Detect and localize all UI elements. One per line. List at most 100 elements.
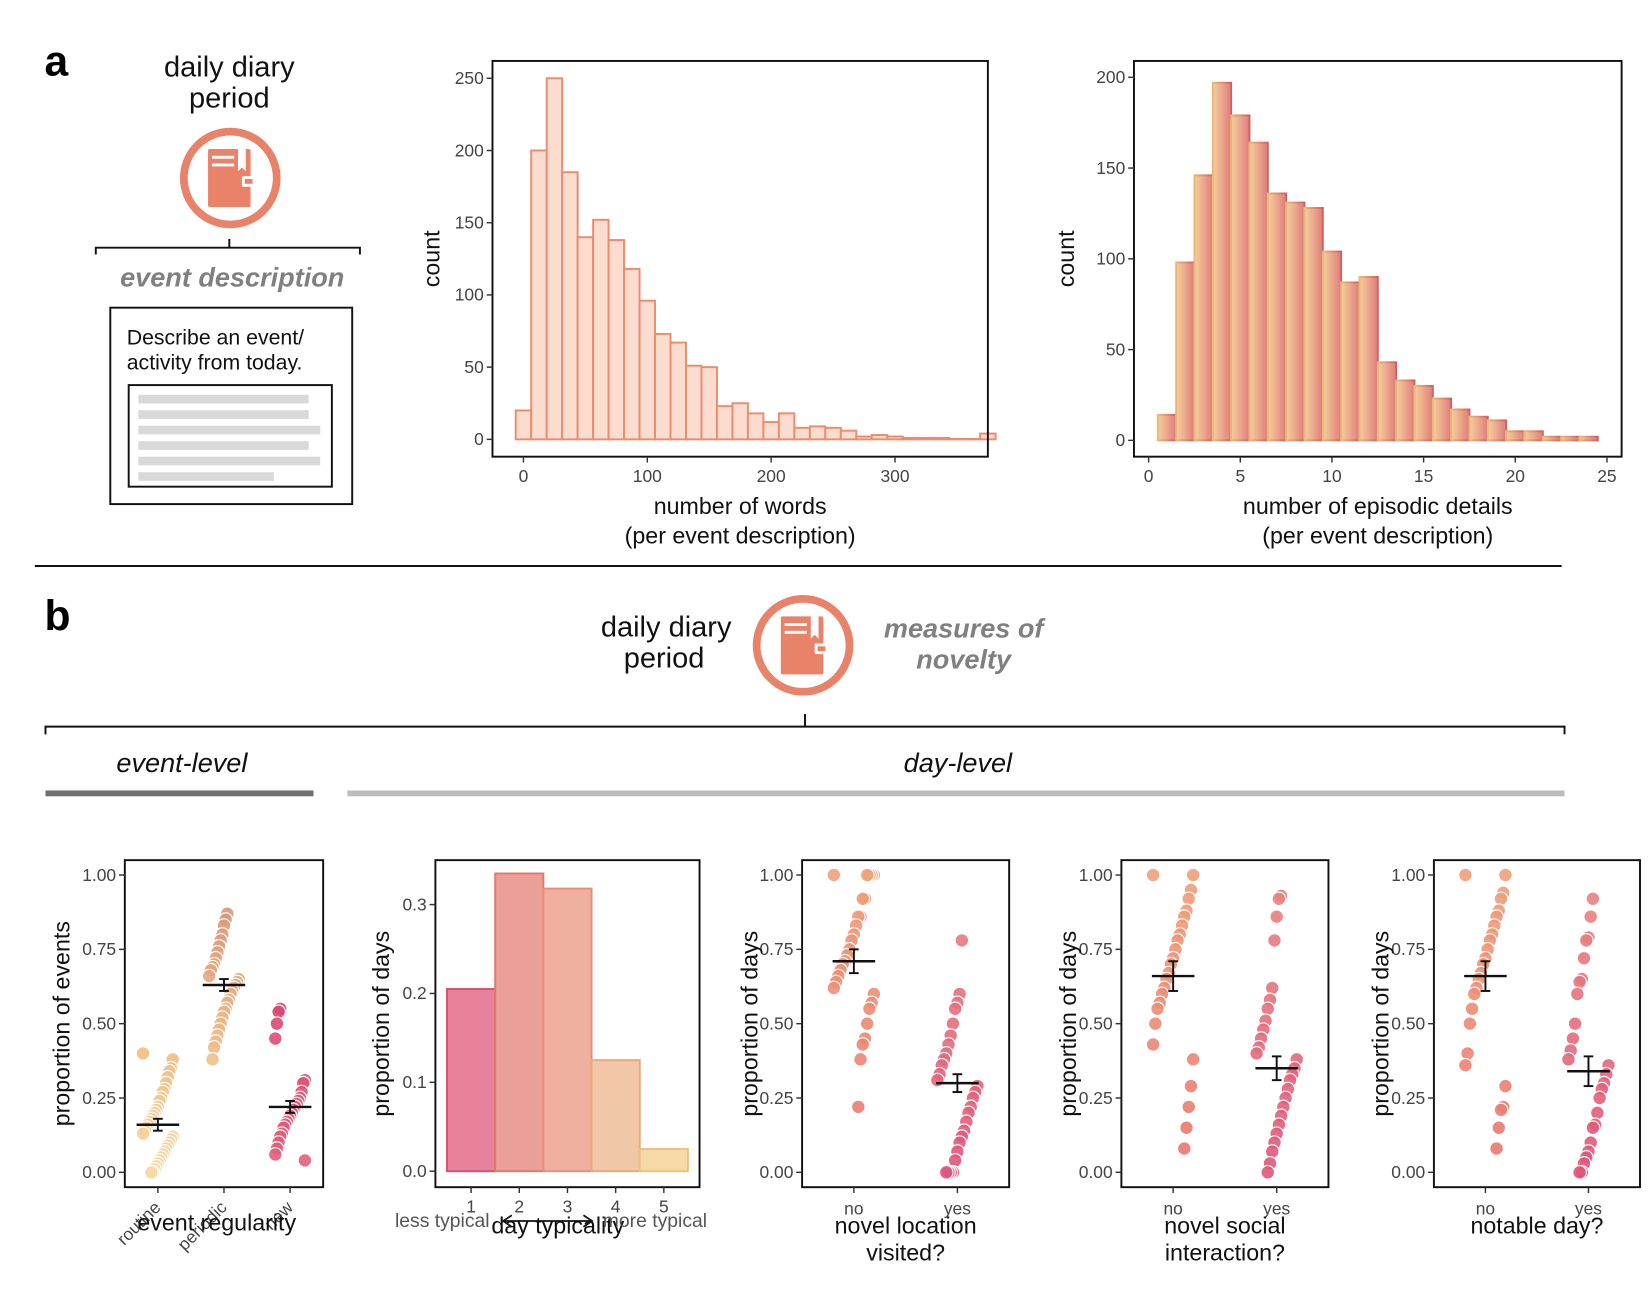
data-point [1585, 1120, 1601, 1136]
data-point [267, 1031, 283, 1046]
histogram-bar [824, 426, 842, 441]
x-tick-label: yes [944, 1198, 971, 1218]
data-point [1585, 891, 1601, 907]
data-point [1460, 1046, 1475, 1061]
histogram-bar [1395, 379, 1416, 442]
x-tick-label: 5 [659, 1196, 669, 1216]
data-point [1148, 1016, 1163, 1032]
histogram-bar [855, 435, 873, 441]
data-point [1271, 891, 1287, 907]
data-point [1590, 1105, 1605, 1121]
x-tick-label: 3 [563, 1196, 573, 1216]
data-point [954, 933, 970, 948]
period-title-a-line2: period [189, 82, 270, 114]
novel-social-plot: 0.00 0.25 0.50 0.75 1.00 no yes proportion of d… [1055, 859, 1330, 1266]
y-tick-label: 0.0 [402, 1161, 426, 1181]
data-point [1592, 1090, 1607, 1106]
histogram-bar [623, 267, 641, 441]
data-point [826, 980, 842, 996]
y-axis-label: proportion of days [368, 931, 394, 1117]
histogram-bar [1450, 408, 1471, 442]
histogram-bar [777, 412, 796, 441]
data-point [938, 1164, 954, 1180]
y-tick-label: 0.2 [402, 983, 426, 1003]
data-point [1466, 986, 1482, 1002]
x-tick-label: 1 [466, 1196, 476, 1216]
x-tick-label: 0 [1144, 466, 1154, 486]
book-icon [752, 595, 854, 696]
words-histogram: 0 50 100 150 200 250 0 100 200 300 count number of … [418, 59, 997, 549]
data-point [1264, 980, 1280, 996]
data-point [1150, 1001, 1165, 1017]
y-tick-label: 150 [1096, 158, 1125, 178]
data-point [1462, 1016, 1478, 1032]
typicality-less-label: less typical [395, 1210, 490, 1232]
data-point [826, 867, 842, 883]
typicality-bar [590, 1059, 641, 1173]
data-point [1583, 909, 1599, 924]
plot-frame [491, 59, 989, 458]
data-point [1269, 909, 1285, 924]
data-point [205, 1051, 220, 1067]
y-tick-label: 1.00 [760, 865, 794, 885]
histogram-bar [1468, 415, 1489, 442]
period-title-b-line2: period [624, 643, 705, 675]
histogram-bar [654, 332, 672, 441]
x-tick-label: 0 [519, 466, 529, 486]
day-level-bar [347, 790, 1565, 797]
typicality-bar [542, 887, 593, 1173]
x-tick-label: yes [1575, 1198, 1602, 1218]
data-point [297, 1153, 313, 1168]
bracket-b [44, 714, 1566, 735]
measures-label-line1: measures of [884, 613, 1047, 644]
x-axis-label: number of episodic details [1243, 493, 1513, 519]
measures-label-line2: novelty [916, 644, 1013, 675]
period-title-b-line1: daily diary [601, 612, 732, 644]
y-tick-label: 0.1 [402, 1072, 426, 1092]
data-point [1464, 1001, 1480, 1017]
data-point [855, 1037, 871, 1052]
histogram-bar [1560, 435, 1581, 442]
plot-frame [801, 859, 1011, 1189]
histogram-bar [917, 436, 935, 441]
panel-a-letter: a [45, 37, 69, 85]
data-point [1458, 867, 1473, 883]
y-tick-label: 0.50 [82, 1013, 116, 1033]
x-tick-label: 20 [1506, 466, 1525, 486]
y-tick-label: 0.00 [1079, 1162, 1113, 1182]
data-point [1572, 974, 1587, 990]
histogram-bar [793, 426, 811, 441]
bracket-a [94, 238, 361, 255]
data-point [855, 891, 871, 907]
panel-b-letter: b [45, 592, 71, 640]
data-point [135, 1046, 151, 1061]
data-point [1183, 1078, 1199, 1094]
data-point [853, 1051, 868, 1067]
data-point [859, 1016, 875, 1032]
y-tick-label: 0.25 [82, 1088, 116, 1108]
data-point [1176, 1141, 1192, 1156]
data-point [945, 1016, 961, 1032]
histogram-bar [576, 236, 595, 441]
y-tick-label: 250 [455, 68, 484, 88]
histogram-bar [731, 402, 749, 441]
histogram-bar [1266, 192, 1288, 442]
y-axis-label: count [418, 230, 444, 287]
day-level-heading: day-level [904, 747, 1013, 778]
x-axis-label: event regularity [137, 1210, 296, 1236]
typicality-histogram: 0.0 0.1 0.2 0.3 1 2 3 4 5 proportion of days day t… [368, 859, 701, 1239]
data-point [1179, 1120, 1194, 1136]
book-icon [179, 127, 281, 229]
x-tick-label: no [1476, 1198, 1495, 1218]
data-point [1185, 1051, 1201, 1067]
histogram-bar [1578, 435, 1599, 442]
y-tick-label: 0.75 [1079, 939, 1113, 959]
details-histogram: 0 50 100 150 200 0 5 10 15 20 25 count number of epi… [1053, 59, 1623, 549]
data-point [143, 1164, 159, 1180]
data-point [1260, 1001, 1276, 1017]
data-point [1181, 891, 1197, 907]
y-tick-label: 0.75 [82, 939, 116, 959]
x-tick-label: 4 [611, 1196, 621, 1216]
histogram-bar [932, 436, 951, 441]
histogram-bar [700, 366, 718, 441]
